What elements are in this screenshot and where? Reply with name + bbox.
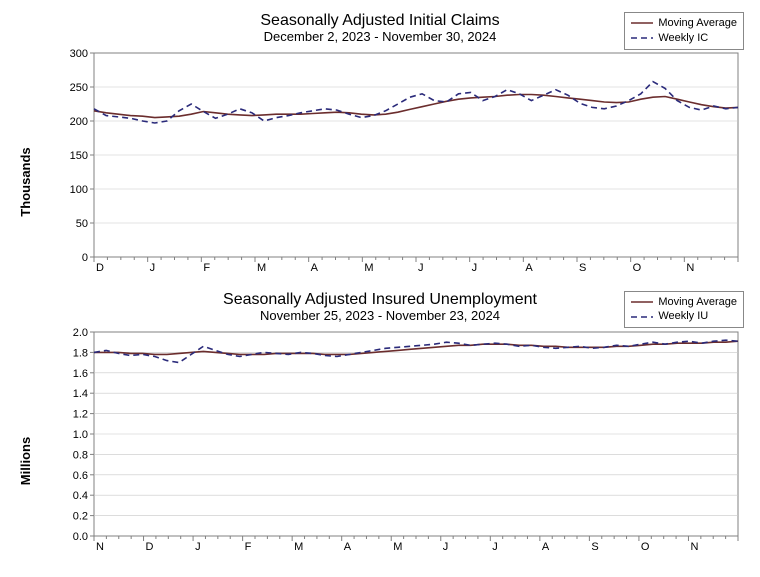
svg-text:A: A bbox=[311, 262, 319, 274]
legend-item: Moving Average bbox=[631, 295, 737, 310]
svg-text:F: F bbox=[245, 541, 252, 553]
svg-text:O: O bbox=[633, 262, 642, 274]
svg-text:J: J bbox=[195, 541, 201, 553]
svg-text:S: S bbox=[591, 541, 598, 553]
legend-label: Moving Average bbox=[658, 16, 737, 31]
svg-text:100: 100 bbox=[70, 184, 88, 196]
svg-text:0: 0 bbox=[82, 252, 88, 264]
chart1-y-axis-label: Thousands bbox=[18, 147, 33, 216]
svg-text:200: 200 bbox=[70, 116, 88, 128]
chart1-legend: Moving AverageWeekly IC bbox=[624, 12, 744, 50]
svg-text:O: O bbox=[641, 541, 650, 553]
svg-text:S: S bbox=[579, 262, 586, 274]
svg-text:0.8: 0.8 bbox=[73, 449, 88, 461]
chart2-plot: 0.0 0.2 0.4 0.6 0.8 1.0 1.2 1.4 1.6 1.8 2.0 N D J F M A M… bbox=[56, 326, 742, 556]
svg-text:A: A bbox=[344, 541, 352, 553]
svg-text:0.4: 0.4 bbox=[73, 490, 88, 502]
chart1-svg: 0 50 100 150 200 250 300 D J F M A M J J A S O N bbox=[56, 47, 746, 277]
legend-item: Weekly IU bbox=[631, 309, 737, 324]
svg-text:150: 150 bbox=[70, 150, 88, 162]
legend-item: Moving Average bbox=[631, 16, 737, 31]
svg-text:J: J bbox=[492, 541, 498, 553]
legend-label: Weekly IC bbox=[658, 31, 708, 46]
legend-label: Weekly IU bbox=[658, 309, 708, 324]
svg-text:2.0: 2.0 bbox=[73, 327, 88, 339]
svg-text:J: J bbox=[443, 541, 449, 553]
chart2-legend: Moving AverageWeekly IU bbox=[624, 291, 744, 329]
svg-text:M: M bbox=[364, 262, 373, 274]
svg-text:J: J bbox=[418, 262, 424, 274]
svg-text:N: N bbox=[96, 541, 104, 553]
svg-text:250: 250 bbox=[70, 82, 88, 94]
svg-text:D: D bbox=[96, 262, 104, 274]
legend-label: Moving Average bbox=[658, 295, 737, 310]
svg-text:N: N bbox=[690, 541, 698, 553]
svg-text:M: M bbox=[257, 262, 266, 274]
svg-text:1.0: 1.0 bbox=[73, 429, 88, 441]
svg-text:1.6: 1.6 bbox=[73, 368, 88, 380]
svg-text:1.8: 1.8 bbox=[73, 347, 88, 359]
svg-text:1.4: 1.4 bbox=[73, 388, 88, 400]
chart2-y-axis-label: Millions bbox=[18, 436, 33, 484]
svg-text:1.2: 1.2 bbox=[73, 408, 88, 420]
svg-text:0.6: 0.6 bbox=[73, 470, 88, 482]
svg-text:0.0: 0.0 bbox=[73, 531, 88, 543]
legend-item: Weekly IC bbox=[631, 31, 737, 46]
svg-text:D: D bbox=[146, 541, 154, 553]
svg-text:N: N bbox=[686, 262, 694, 274]
svg-text:J: J bbox=[150, 262, 156, 274]
insured-unemployment-chart-block: Seasonally Adjusted Insured Unemployment… bbox=[14, 291, 746, 570]
initial-claims-chart-block: Seasonally Adjusted Initial Claims Decem… bbox=[14, 12, 746, 291]
chart1-plot: 0 50 100 150 200 250 300 D J F M A M J J A S O N bbox=[56, 47, 742, 277]
svg-text:0.2: 0.2 bbox=[73, 510, 88, 522]
svg-text:J: J bbox=[472, 262, 478, 274]
svg-text:A: A bbox=[525, 262, 533, 274]
svg-text:M: M bbox=[393, 541, 402, 553]
svg-text:50: 50 bbox=[76, 218, 88, 230]
svg-text:F: F bbox=[203, 262, 210, 274]
svg-text:300: 300 bbox=[70, 48, 88, 60]
page: { "chart1": { "type": "line", "title": "… bbox=[0, 0, 760, 577]
svg-text:M: M bbox=[294, 541, 303, 553]
chart2-svg: 0.0 0.2 0.4 0.6 0.8 1.0 1.2 1.4 1.6 1.8 2.0 N D J F M A M… bbox=[56, 326, 746, 556]
svg-text:A: A bbox=[542, 541, 550, 553]
